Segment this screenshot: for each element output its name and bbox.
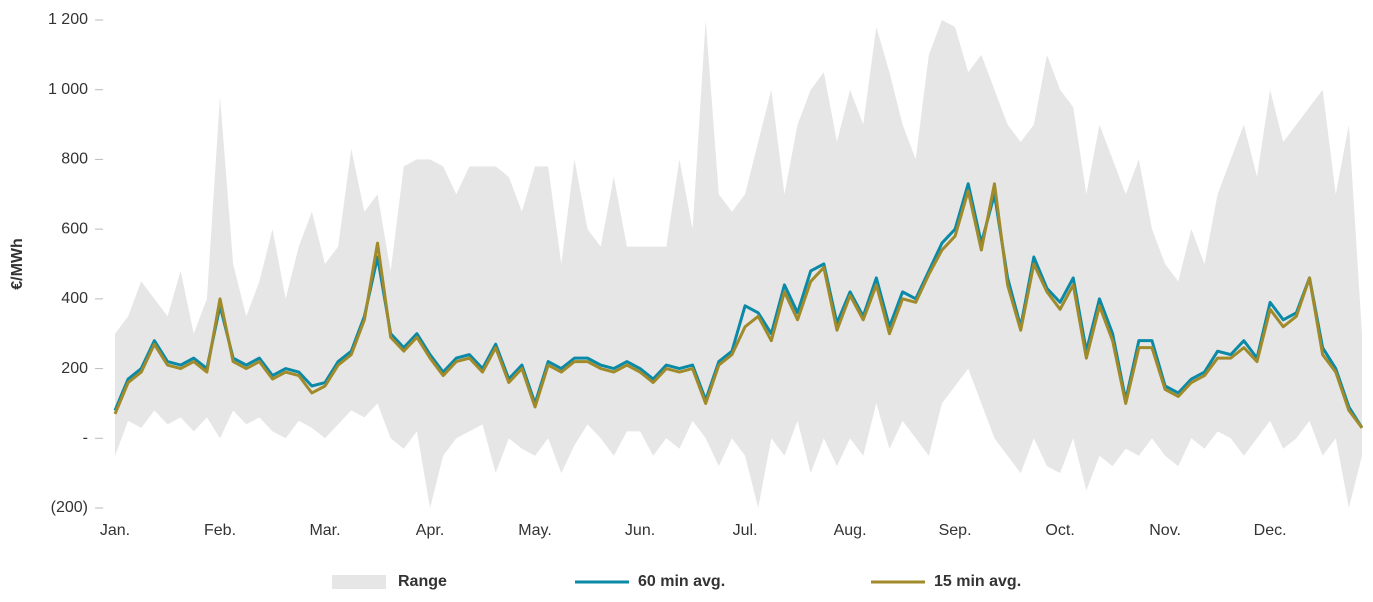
- legend-label: 15 min avg.: [934, 573, 1021, 590]
- legend-label: 60 min avg.: [638, 573, 725, 590]
- y-tick-label: (200): [51, 499, 88, 516]
- x-tick-label: Jul.: [733, 522, 758, 539]
- y-tick-label: 600: [61, 220, 88, 237]
- legend-label: Range: [398, 573, 447, 590]
- x-tick-label: Mar.: [309, 522, 340, 539]
- x-tick-label: Jun.: [625, 522, 655, 539]
- x-tick-label: Apr.: [416, 522, 444, 539]
- series-line: [113, 182, 1364, 429]
- x-tick-label: Nov.: [1149, 522, 1181, 539]
- range-area: [115, 20, 1362, 508]
- y-tick-label: 400: [61, 290, 88, 307]
- x-tick-label: Jan.: [100, 522, 130, 539]
- x-tick-label: Aug.: [834, 522, 867, 539]
- y-tick-label: -: [83, 430, 88, 447]
- y-axis-label: €/MWh: [9, 238, 26, 290]
- x-tick-label: Dec.: [1254, 522, 1287, 539]
- x-tick-label: Sep.: [939, 522, 972, 539]
- y-tick-label: 200: [61, 360, 88, 377]
- x-tick-label: Oct.: [1045, 522, 1074, 539]
- y-tick-label: 800: [61, 151, 88, 168]
- series-line: [113, 182, 1364, 429]
- legend-swatch: [332, 575, 386, 589]
- x-tick-label: Feb.: [204, 522, 236, 539]
- y-tick-label: 1 000: [48, 81, 88, 98]
- x-tick-label: May.: [518, 522, 551, 539]
- y-tick-label: 1 200: [48, 11, 88, 28]
